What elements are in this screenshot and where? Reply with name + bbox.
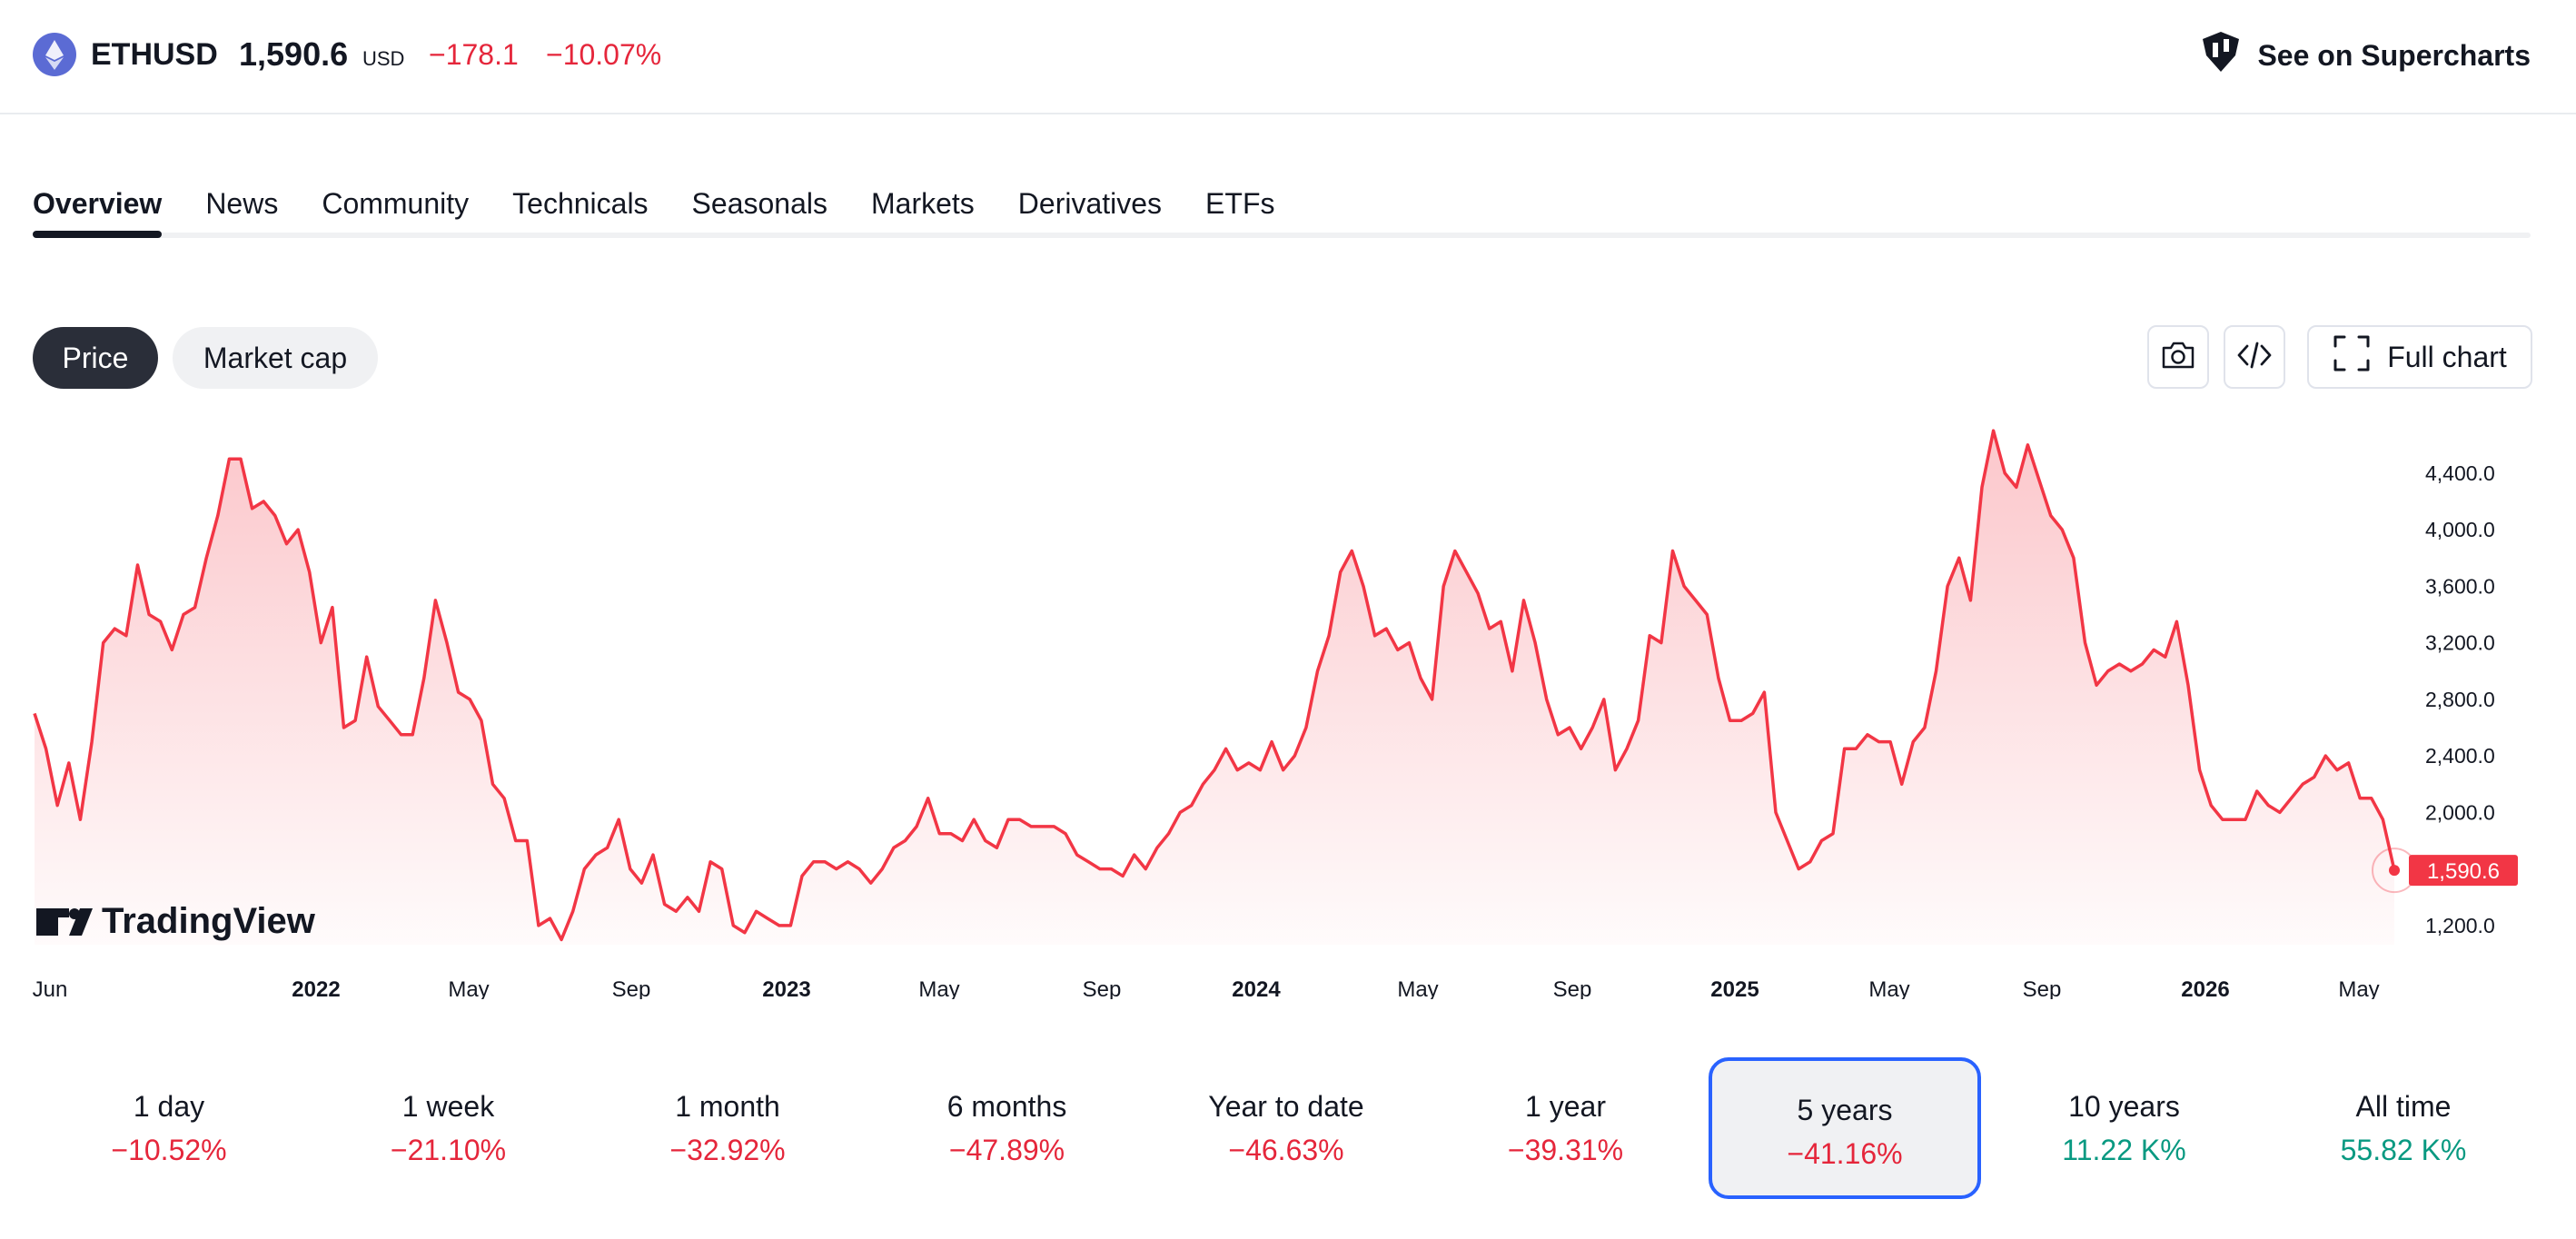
y-tick-label: 2,000.0 <box>2425 800 2495 824</box>
tab-markets[interactable]: Markets <box>870 187 975 220</box>
y-tick-label: 2,800.0 <box>2425 688 2495 711</box>
fullscreen-icon <box>2333 334 2371 380</box>
period-label: Year to date <box>1208 1090 1364 1123</box>
last-price-tag-label: 1,590.6 <box>2427 859 2500 884</box>
tab-seasonals[interactable]: Seasonals <box>691 187 827 220</box>
x-tick-label: Sep <box>1083 977 1122 999</box>
tab-news[interactable]: News <box>205 187 279 220</box>
price-line <box>33 429 2396 942</box>
x-tick-label: 2022 <box>292 977 340 999</box>
x-tick-label: Jun <box>33 977 68 999</box>
price-change-absolute: −178.1 <box>429 38 519 71</box>
period-label: 10 years <box>2068 1090 2180 1123</box>
price-change-percent: −10.07% <box>546 38 662 71</box>
supercharts-label: See on Supercharts <box>2257 38 2531 72</box>
last-price-tag <box>2409 855 2518 887</box>
period-1-day[interactable]: 1 day −10.52% <box>33 1057 305 1199</box>
x-tick-label: Sep <box>612 977 651 999</box>
performance-periods: 1 day −10.52% 1 week −21.10% 1 month −32.92% 6… <box>33 1057 2531 1204</box>
code-icon <box>2236 341 2273 374</box>
y-tick-label: 1,200.0 <box>2425 914 2495 937</box>
symbol-header <box>0 0 2576 114</box>
period-change: −10.52% <box>111 1134 227 1166</box>
period-5-years[interactable]: 5 years −41.16% <box>1709 1057 1981 1199</box>
full-chart-label: Full chart <box>2387 340 2507 373</box>
x-tick-label: May <box>2338 977 2379 999</box>
x-tick-label: May <box>1397 977 1438 999</box>
active-tab-indicator <box>33 231 162 238</box>
period-change: 55.82 K% <box>2340 1134 2467 1166</box>
x-tick-label: 2023 <box>762 977 810 999</box>
period-year-to-date[interactable]: Year to date −46.63% <box>1150 1057 1422 1199</box>
y-tick-label: 3,600.0 <box>2425 574 2495 598</box>
tab-bar: Overview News Community Technicals Seaso… <box>33 178 1274 229</box>
tabs-track <box>33 233 2531 238</box>
period-10-years[interactable]: 10 years 11.22 K% <box>1988 1057 2261 1199</box>
last-price-marker: 1,590.6 <box>2372 847 2518 894</box>
snapshot-button[interactable] <box>2147 325 2209 389</box>
tab-derivatives[interactable]: Derivatives <box>1017 187 1163 220</box>
period-change: −47.89% <box>948 1134 1065 1166</box>
period-label: 5 years <box>1797 1094 1893 1126</box>
y-tick-label: 3,200.0 <box>2425 631 2495 655</box>
period-label: All time <box>2355 1090 2452 1123</box>
tab-community[interactable]: Community <box>322 187 470 220</box>
last-point <box>2389 865 2400 877</box>
supercharts-icon <box>2199 30 2243 81</box>
x-tick-label: 2026 <box>2181 977 2229 999</box>
period-1-year[interactable]: 1 year −39.31% <box>1430 1057 1702 1199</box>
x-tick-label: Sep <box>2023 977 2062 999</box>
x-tick-label: May <box>918 977 959 999</box>
price-toggle[interactable]: Price <box>33 327 158 389</box>
period-label: 1 week <box>401 1090 495 1123</box>
period-change: −32.92% <box>669 1134 786 1166</box>
period-label: 1 year <box>1525 1090 1606 1123</box>
symbol-name: ETHUSD <box>91 37 218 72</box>
period-change: −39.31% <box>1507 1134 1624 1166</box>
period-change: −21.10% <box>390 1134 507 1166</box>
x-tick-label: May <box>1868 977 1909 999</box>
x-tick-label: Sep <box>1553 977 1592 999</box>
x-axis: Jun 2022 May Sep 2023 May Sep 2024 May Sep 2025 May… <box>33 977 2380 999</box>
watermark-text: TradingView <box>102 901 316 941</box>
tab-technicals[interactable]: Technicals <box>512 187 649 220</box>
tradingview-watermark: TradingView <box>36 901 316 941</box>
period-label: 1 month <box>675 1090 780 1123</box>
last-price: 1,590.6 <box>239 35 349 73</box>
period-1-week[interactable]: 1 week −21.10% <box>312 1057 585 1199</box>
y-axis: 4,400.0 4,000.0 3,600.0 3,200.0 2,800.0 2,400… <box>2425 461 2495 937</box>
period-change: 11.22 K% <box>2062 1134 2186 1166</box>
price-area-chart[interactable]: 4,400.0 4,000.0 3,600.0 3,200.0 2,800.0 2,400… <box>0 418 2576 999</box>
y-tick-label: 4,400.0 <box>2425 461 2495 485</box>
y-tick-label: 4,000.0 <box>2425 518 2495 541</box>
embed-code-button[interactable] <box>2224 325 2285 389</box>
tab-overview[interactable]: Overview <box>33 187 163 220</box>
period-1-month[interactable]: 1 month −32.92% <box>591 1057 864 1199</box>
period-all-time[interactable]: All time 55.82 K% <box>2267 1057 2540 1199</box>
period-change: −46.63% <box>1228 1134 1344 1166</box>
period-label: 6 months <box>946 1090 1067 1123</box>
area-fill <box>35 431 2394 945</box>
ethereum-icon <box>33 33 76 76</box>
tab-etfs[interactable]: ETFs <box>1205 187 1275 220</box>
period-label: 1 day <box>133 1090 205 1123</box>
x-tick-label: 2025 <box>1710 977 1759 999</box>
tradingview-logo-icon <box>36 908 93 936</box>
y-tick-label: 2,400.0 <box>2425 744 2495 768</box>
period-change: −41.16% <box>1787 1137 1903 1170</box>
x-tick-label: May <box>448 977 489 999</box>
camera-icon <box>2160 341 2196 374</box>
full-chart-button[interactable]: Full chart <box>2307 325 2532 389</box>
period-6-months[interactable]: 6 months −47.89% <box>871 1057 1144 1199</box>
market-cap-toggle[interactable]: Market cap <box>173 327 378 389</box>
x-tick-label: 2024 <box>1232 977 1281 999</box>
see-on-supercharts-link[interactable]: See on Supercharts <box>2199 31 2531 80</box>
currency-label: USD <box>362 47 405 70</box>
